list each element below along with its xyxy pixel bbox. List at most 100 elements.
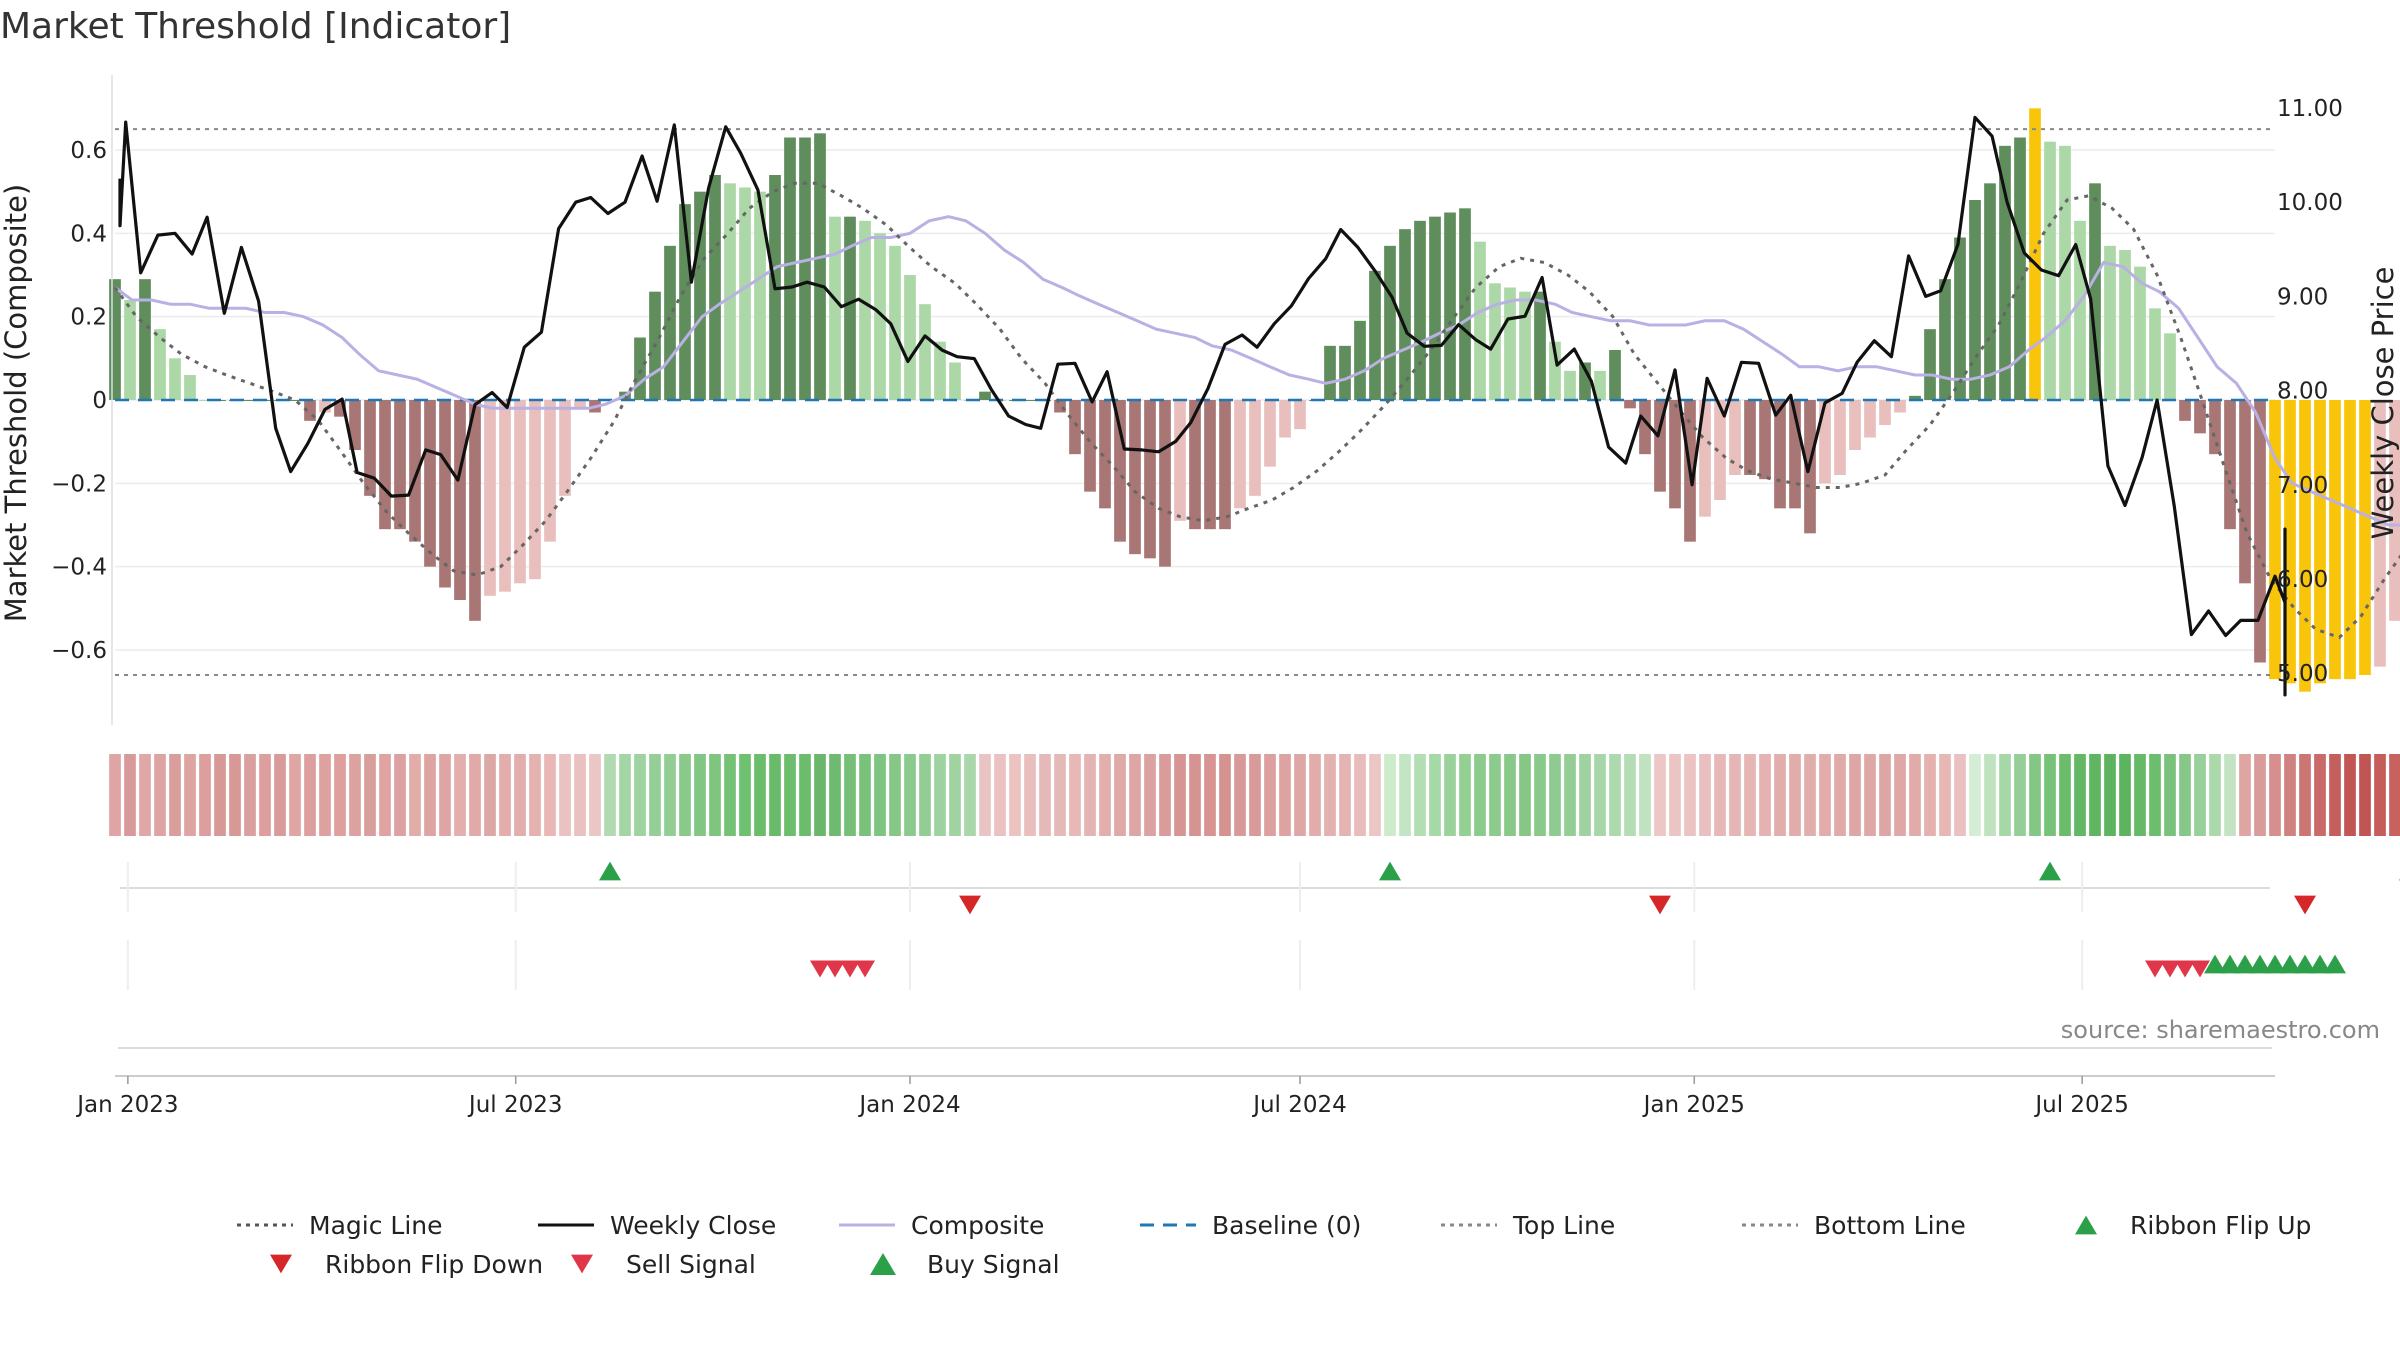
ribbon-cell — [1894, 754, 1906, 836]
legend-label: Top Line — [1512, 1211, 1615, 1240]
ribbon-cell — [1744, 754, 1756, 836]
indicator-bar — [559, 400, 571, 496]
magic-line — [113, 181, 2400, 640]
ribbon-cell — [589, 754, 601, 836]
sell-signal-marker — [2175, 960, 2195, 978]
indicator-bar — [1264, 400, 1276, 467]
indicator-bar — [2344, 400, 2356, 680]
indicator-bar — [1354, 320, 1366, 400]
legend-marker — [870, 1252, 896, 1276]
ribbon-cell — [1789, 754, 1801, 836]
indicator-bar — [244, 400, 256, 401]
ribbon-cell — [229, 754, 241, 836]
ribbon-cell — [1219, 754, 1231, 836]
indicator-bar — [889, 245, 901, 400]
ribbon-cell — [349, 754, 361, 836]
ribbon-cell — [874, 754, 886, 836]
legend-item: Baseline (0) — [1140, 1211, 1361, 1240]
indicator-bar — [874, 233, 886, 400]
indicator-bar — [2104, 245, 2116, 400]
indicator-bar — [1744, 400, 1756, 475]
buy-signal-marker — [2204, 954, 2226, 974]
ribbon-cell — [664, 754, 676, 836]
ribbon-cell — [2104, 754, 2116, 836]
indicator-bar — [1399, 229, 1411, 400]
indicator-bar — [2059, 145, 2071, 400]
indicator-bar — [109, 279, 121, 400]
ribbon-cell — [2164, 754, 2176, 836]
ribbon-cell — [994, 754, 1006, 836]
ribbon-cell — [1534, 754, 1546, 836]
ribbon-cell — [334, 754, 346, 836]
indicator-bar — [739, 187, 751, 400]
indicator-bar — [1999, 145, 2011, 400]
indicator-bar — [1894, 400, 1906, 413]
ribbon-cell — [1714, 754, 1726, 836]
sell-signal-marker — [840, 960, 860, 978]
indicator-bar — [544, 400, 556, 542]
ribbon-cell — [1729, 754, 1741, 836]
right-tick-label: 9.00 — [2277, 284, 2328, 310]
buy-signal-marker — [2264, 954, 2286, 974]
right-axis-label: Weekly Close Price — [2366, 267, 2400, 540]
ribbon-cell — [784, 754, 796, 836]
indicator-bar — [2389, 400, 2400, 621]
ribbon-cell — [1369, 754, 1381, 836]
ribbon-cell — [574, 754, 586, 836]
indicator-bar — [1459, 208, 1471, 400]
ribbon-cell — [559, 754, 571, 836]
left-tick-label: 0.2 — [70, 305, 107, 331]
indicator-bar — [1624, 400, 1636, 409]
weekly-close-line — [118, 115, 2287, 697]
ribbon-cell — [2269, 754, 2281, 836]
ribbon-cell — [2329, 754, 2341, 836]
indicator-bar — [1414, 220, 1426, 400]
indicator-bar — [1519, 291, 1531, 400]
indicator-bar — [829, 216, 841, 400]
indicator-bar — [2299, 400, 2311, 692]
ribbon-cell — [1774, 754, 1786, 836]
ribbon-cell — [2374, 754, 2386, 836]
ribbon-cell — [1114, 754, 1126, 836]
ribbon-cell — [1549, 754, 1561, 836]
legend-item: Magic Line — [237, 1211, 443, 1240]
ribbon-cell — [1279, 754, 1291, 836]
indicator-bar — [424, 400, 436, 567]
indicator-bar — [1594, 370, 1606, 400]
ribbon-cell — [604, 754, 616, 836]
indicator-bar — [334, 400, 346, 417]
ribbon-cell — [1969, 754, 1981, 836]
legend-label: Composite — [911, 1211, 1044, 1240]
chart-title: Market Threshold [Indicator] — [0, 6, 511, 47]
indicator-bar — [394, 400, 406, 530]
indicator-bar — [1159, 400, 1171, 567]
indicator-bar — [709, 175, 721, 400]
ribbon-cell — [169, 754, 181, 836]
indicator-bar — [289, 400, 301, 401]
indicator-bar — [409, 400, 421, 542]
ribbon-cell — [1459, 754, 1471, 836]
indicator-bar — [1909, 395, 1921, 400]
ribbon-cell — [1399, 754, 1411, 836]
indicator-bar — [1834, 400, 1846, 475]
ribbon-cell — [2194, 754, 2206, 836]
indicator-bar — [754, 191, 766, 400]
ribbon-cell — [409, 754, 421, 836]
indicator-bar — [529, 400, 541, 580]
ribbon-cell — [1984, 754, 1996, 836]
indicator-bar — [2224, 400, 2236, 530]
legend-label: Buy Signal — [927, 1250, 1060, 1279]
indicator-bar — [799, 137, 811, 400]
indicator-bar — [439, 400, 451, 588]
indicator-bar — [319, 400, 331, 413]
indicator-bar — [694, 191, 706, 400]
ribbon-cell — [919, 754, 931, 836]
right-tick-label: 8.00 — [2277, 379, 2328, 405]
ribbon-cell — [1879, 754, 1891, 836]
right-tick-label: 6.00 — [2277, 567, 2328, 593]
sell-signal-marker — [855, 960, 875, 978]
ribbon-cell — [1249, 754, 1261, 836]
ribbon-cell — [619, 754, 631, 836]
ribbon-cell — [439, 754, 451, 836]
indicator-bar — [979, 391, 991, 400]
